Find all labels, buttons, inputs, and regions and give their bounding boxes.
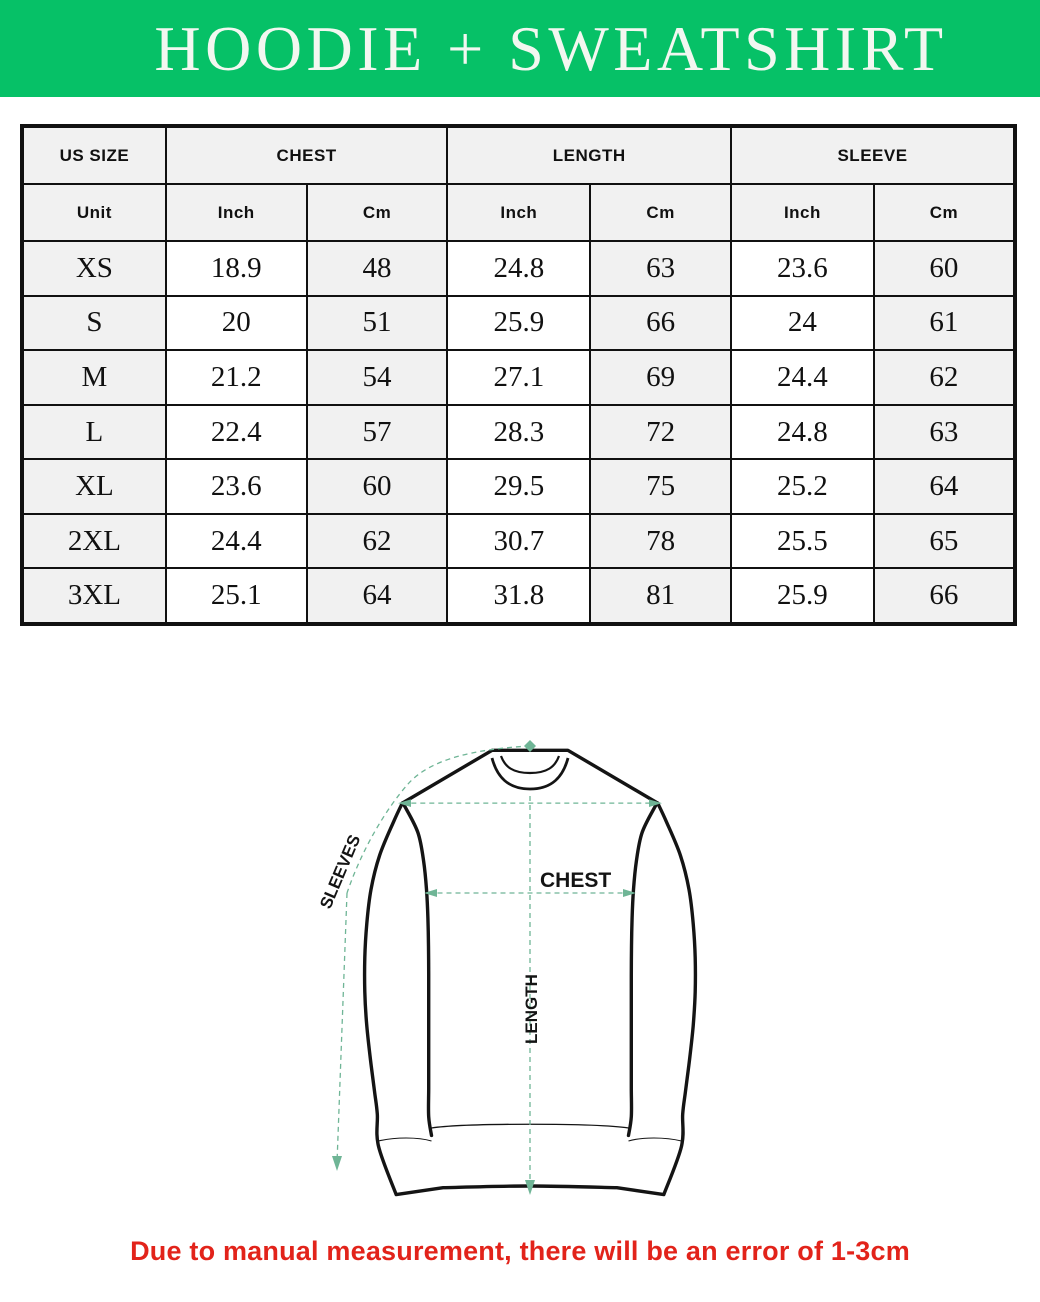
svg-text:LENGTH: LENGTH bbox=[522, 974, 541, 1044]
svg-text:SLEEVES: SLEEVES bbox=[316, 832, 364, 912]
svg-text:CHEST: CHEST bbox=[540, 869, 611, 892]
